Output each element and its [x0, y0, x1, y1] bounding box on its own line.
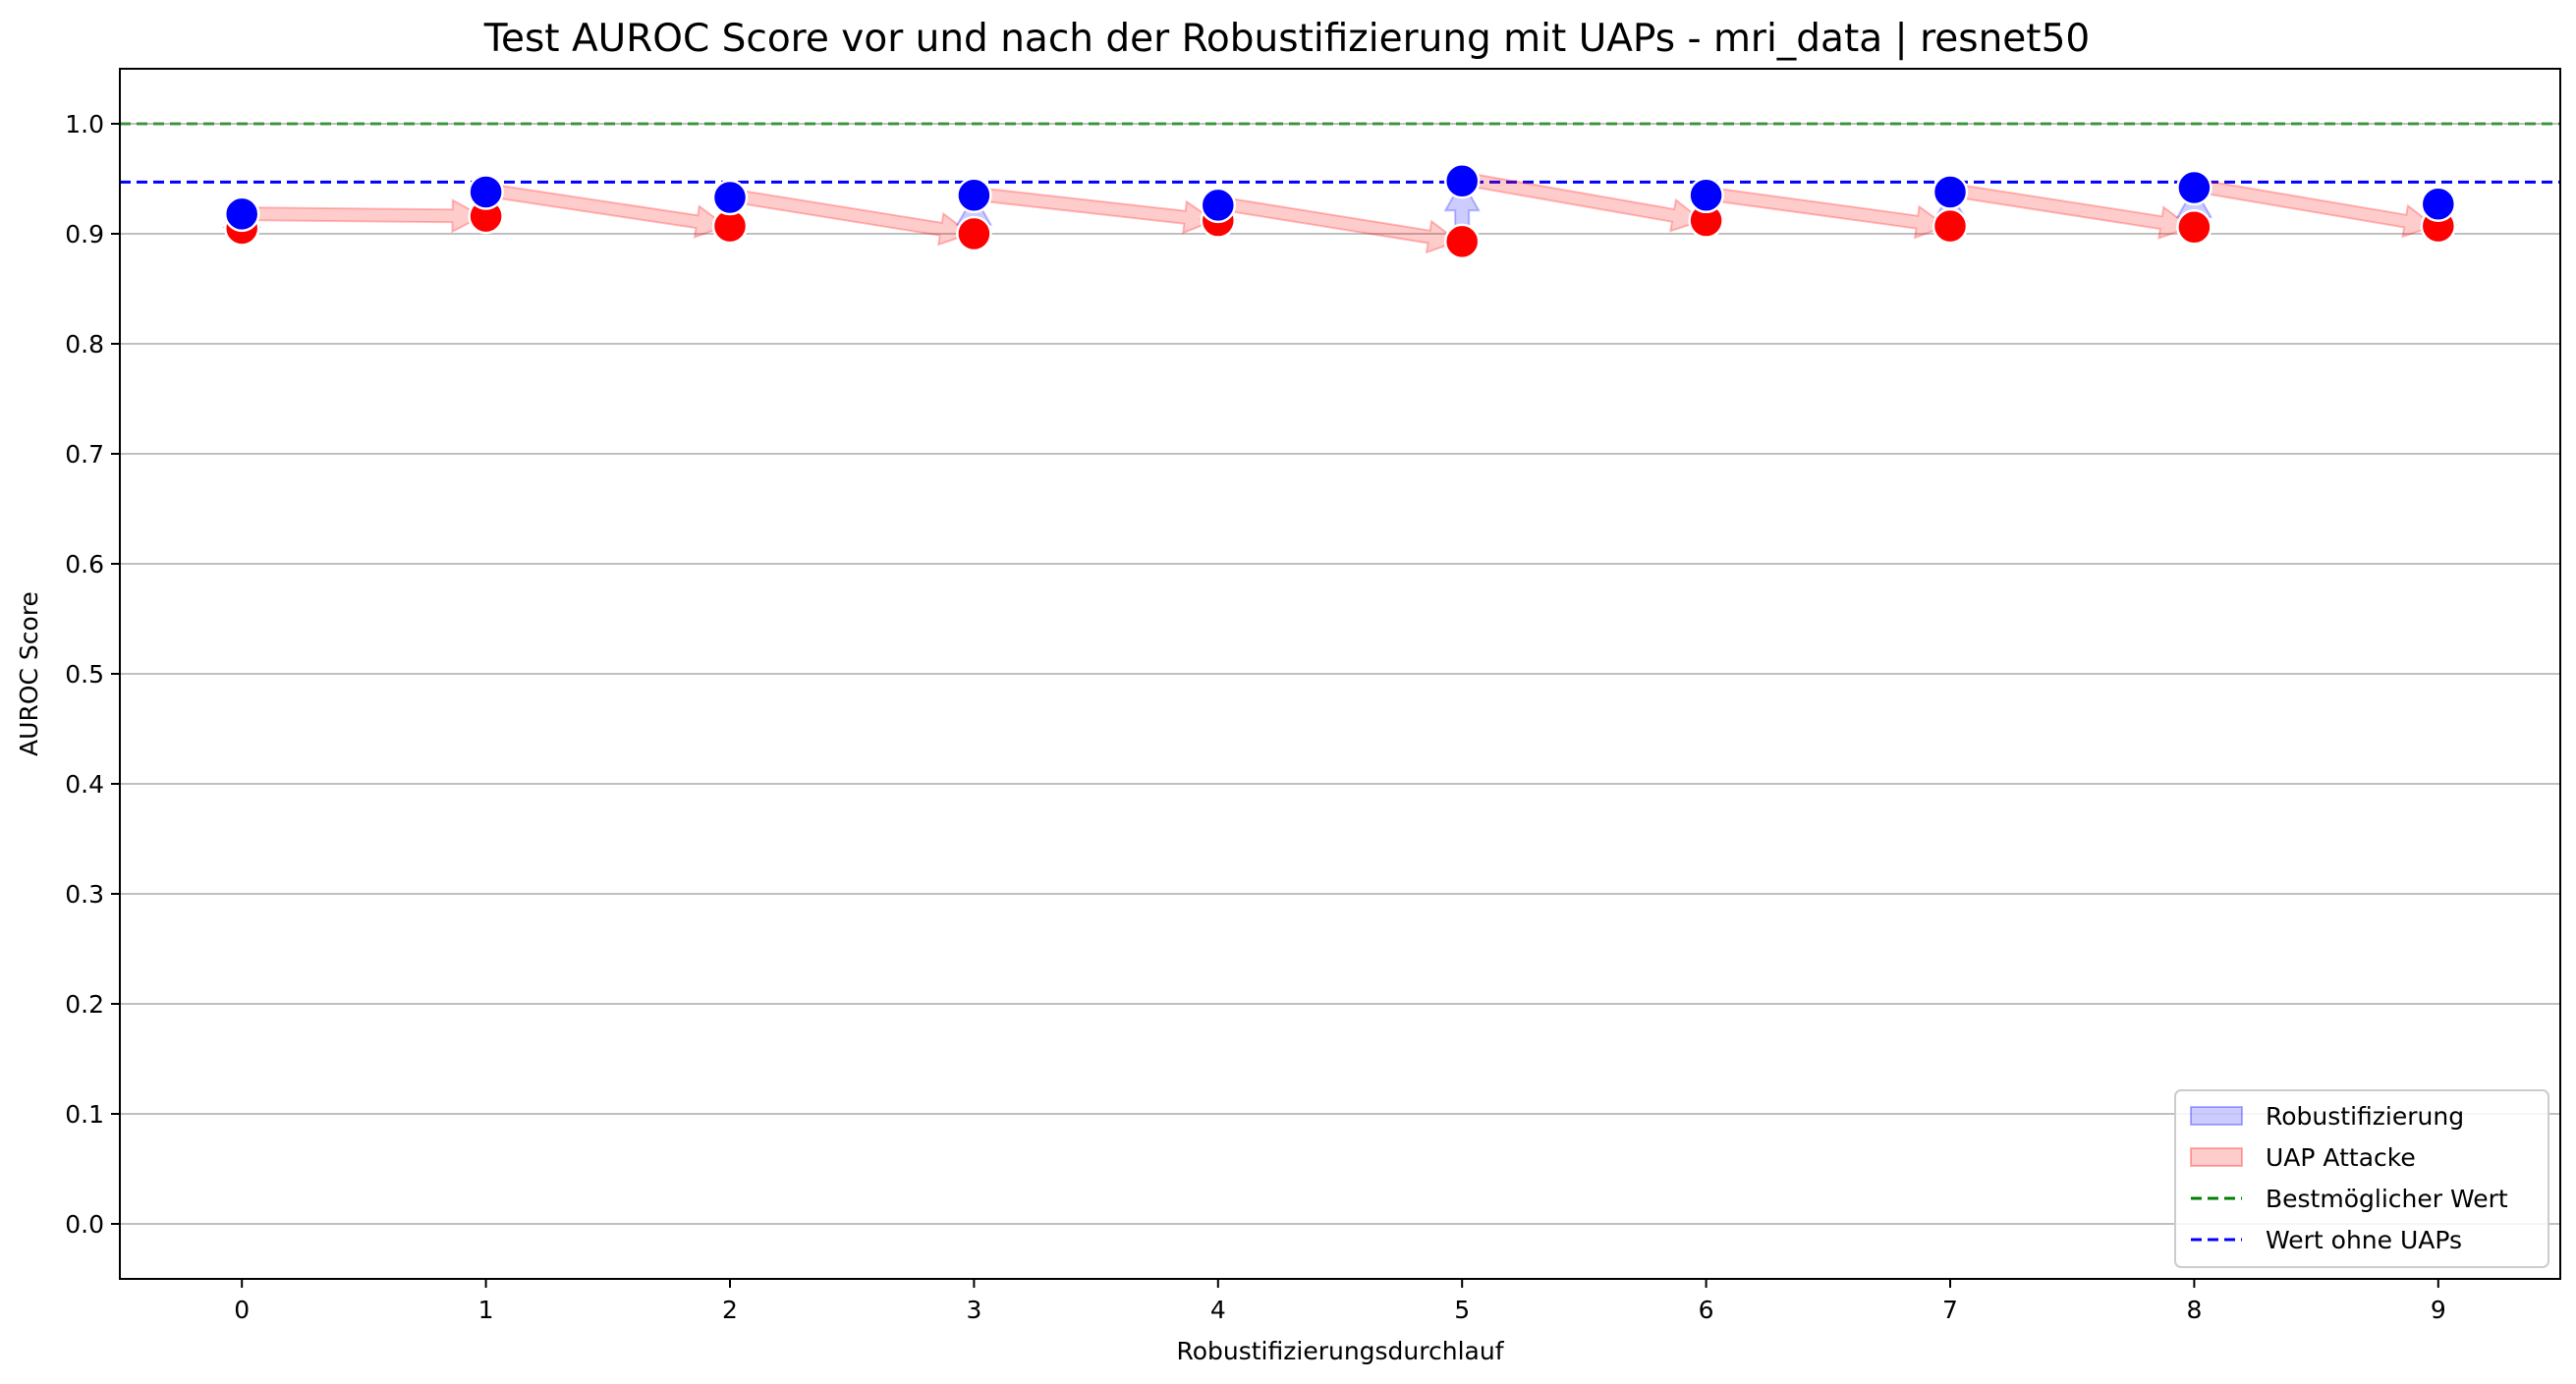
legend-uap-attacke-swatch — [2190, 1147, 2243, 1167]
robustified-point — [468, 174, 504, 210]
data-markers — [223, 162, 2457, 260]
reference-lines — [120, 122, 2560, 184]
x-tick-label: 4 — [1210, 1296, 1226, 1324]
y-tick-label: 0.4 — [65, 770, 104, 799]
uap-attack-arrow — [741, 190, 973, 247]
uap-attack-arrow — [254, 198, 484, 234]
x-tick-label: 2 — [722, 1296, 738, 1324]
y-tick-label: 0.7 — [65, 440, 104, 469]
legend-uap-attacke-label: UAP Attacke — [2266, 1143, 2416, 1172]
y-tick-label: 0.6 — [65, 550, 104, 579]
chart-title: Test AUROC Score vor und nach der Robust… — [483, 17, 2090, 61]
x-tick-label: 9 — [2431, 1296, 2446, 1324]
x-tick-label: 6 — [1699, 1296, 1714, 1324]
y-tick-label: 0.0 — [65, 1210, 104, 1239]
uap-attack-point — [2176, 209, 2212, 246]
y-tick-label: 0.3 — [65, 880, 104, 909]
y-tick-label: 1.0 — [65, 110, 104, 138]
uap-attack-arrow — [985, 188, 1216, 235]
robustified-point — [2420, 186, 2457, 223]
robustified-point — [1688, 177, 1724, 214]
uap-attack-arrow — [1961, 184, 2193, 240]
legend: Robustifizierung UAP Attacke Bestmöglich… — [2174, 1089, 2549, 1268]
x-tick-label: 3 — [966, 1296, 981, 1324]
uap-attack-point — [956, 215, 992, 252]
y-axis-label: AUROC Score — [15, 591, 43, 756]
legend-robustifizierung-swatch — [2190, 1106, 2243, 1126]
legend-wert-ohne-uaps-label: Wert ohne UAPs — [2266, 1226, 2462, 1254]
x-tick-label: 8 — [2186, 1296, 2202, 1324]
y-tick-label: 0.9 — [65, 220, 104, 249]
y-axis-ticks: 0.0 0.1 0.2 0.3 0.4 0.5 0.6 0.7 0.8 0.9 1.0 — [65, 110, 120, 1239]
x-tick-label: 5 — [1454, 1296, 1470, 1324]
legend-bestmoeglicher-wert-label: Bestmöglicher Wert — [2266, 1185, 2508, 1213]
robustified-point — [711, 179, 749, 216]
uap-attack-arrow — [497, 184, 729, 239]
uap-attack-point — [1443, 223, 1481, 260]
legend-box — [2174, 1089, 2549, 1268]
x-axis-label: Robustifizierungsdurchlauf — [1176, 1337, 1504, 1365]
uap-attack-arrow — [1229, 197, 1461, 254]
robustified-point — [956, 177, 992, 214]
robustified-point — [223, 195, 260, 233]
uap-attack-arrow — [1473, 173, 1705, 233]
x-tick-label: 7 — [1942, 1296, 1958, 1324]
y-tick-label: 0.8 — [65, 330, 104, 359]
y-tick-label: 0.1 — [65, 1100, 104, 1129]
x-axis-ticks: 0 1 2 3 4 5 6 7 8 9 — [234, 1279, 2446, 1324]
uap-attack-point — [1932, 207, 1969, 245]
uap-attack-arrow — [2206, 180, 2436, 239]
y-tick-label: 0.2 — [65, 990, 104, 1019]
uap-attack-arrow — [1717, 188, 1949, 240]
robustified-point — [1200, 187, 1237, 224]
y-tick-label: 0.5 — [65, 660, 104, 689]
legend-robustifizierung-label: Robustifizierung — [2266, 1102, 2464, 1131]
x-tick-label: 1 — [478, 1296, 494, 1324]
robustified-point — [1443, 162, 1481, 199]
robustified-point — [2176, 169, 2212, 206]
x-tick-label: 0 — [234, 1296, 250, 1324]
robustified-point — [1932, 174, 1969, 210]
